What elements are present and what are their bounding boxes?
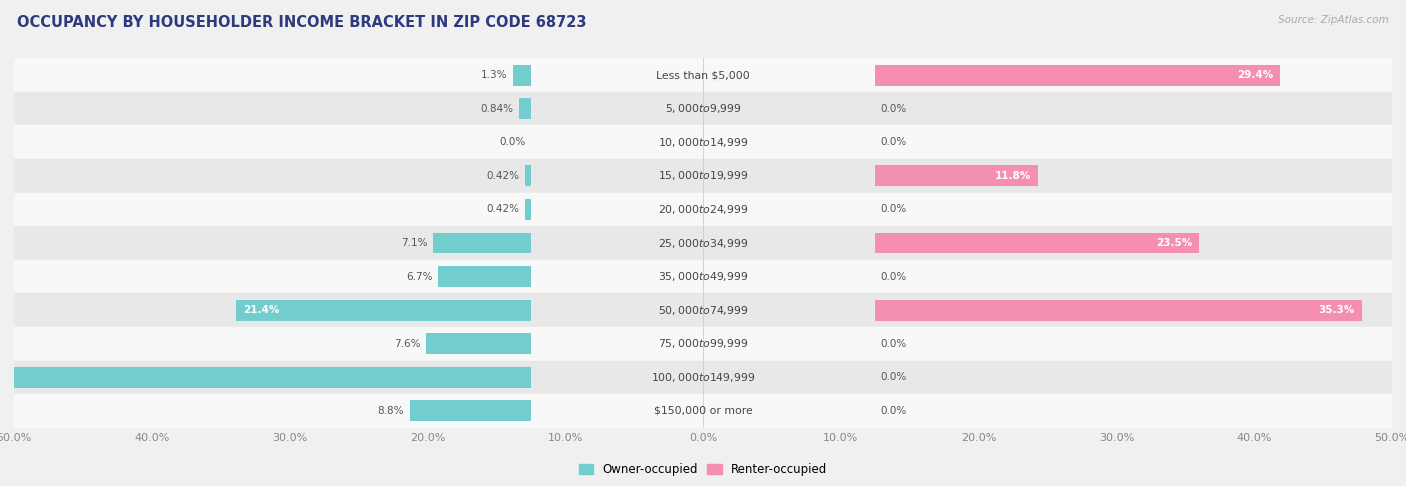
Bar [875,165,1038,186]
Bar [519,98,531,119]
Bar [875,65,1281,86]
Bar [14,92,1392,125]
Text: 0.0%: 0.0% [880,406,907,416]
Bar [0,367,531,388]
Bar [875,233,1199,253]
Text: $25,000 to $34,999: $25,000 to $34,999 [658,237,748,249]
Bar [14,327,1392,361]
Bar [14,58,1392,92]
Text: 0.0%: 0.0% [880,272,907,281]
Bar [14,260,1392,294]
Bar [14,394,1392,428]
Text: 6.7%: 6.7% [406,272,433,281]
Bar [14,192,1392,226]
Bar [14,226,1392,260]
Bar [14,294,1392,327]
Bar [875,300,1361,321]
Legend: Owner-occupied, Renter-occupied: Owner-occupied, Renter-occupied [574,458,832,481]
Text: OCCUPANCY BY HOUSEHOLDER INCOME BRACKET IN ZIP CODE 68723: OCCUPANCY BY HOUSEHOLDER INCOME BRACKET … [17,15,586,30]
Text: 11.8%: 11.8% [994,171,1031,181]
Text: 0.0%: 0.0% [880,104,907,114]
Text: $20,000 to $24,999: $20,000 to $24,999 [658,203,748,216]
Text: $35,000 to $49,999: $35,000 to $49,999 [658,270,748,283]
Text: $15,000 to $19,999: $15,000 to $19,999 [658,169,748,182]
Text: 7.1%: 7.1% [401,238,427,248]
Text: 35.3%: 35.3% [1319,305,1355,315]
Bar [14,361,1392,394]
Text: $75,000 to $99,999: $75,000 to $99,999 [658,337,748,350]
Text: $10,000 to $14,999: $10,000 to $14,999 [658,136,748,149]
Text: 0.0%: 0.0% [880,339,907,349]
Text: 1.3%: 1.3% [481,70,508,80]
Bar [409,400,531,421]
Text: 0.42%: 0.42% [486,205,519,214]
Text: 0.0%: 0.0% [499,137,526,147]
Text: $100,000 to $149,999: $100,000 to $149,999 [651,371,755,384]
Bar [14,159,1392,192]
Text: 0.0%: 0.0% [880,372,907,382]
Bar [439,266,531,287]
Text: 23.5%: 23.5% [1156,238,1192,248]
Text: $50,000 to $74,999: $50,000 to $74,999 [658,304,748,317]
Text: Source: ZipAtlas.com: Source: ZipAtlas.com [1278,15,1389,25]
Text: 0.84%: 0.84% [481,104,513,114]
Text: 21.4%: 21.4% [243,305,280,315]
Bar [524,199,531,220]
Text: 0.42%: 0.42% [486,171,519,181]
Bar [513,65,531,86]
Bar [14,125,1392,159]
Bar [426,333,531,354]
Text: 8.8%: 8.8% [377,406,404,416]
Text: $5,000 to $9,999: $5,000 to $9,999 [665,102,741,115]
Text: 0.0%: 0.0% [880,205,907,214]
Text: 29.4%: 29.4% [1237,70,1274,80]
Text: Less than $5,000: Less than $5,000 [657,70,749,80]
Text: 7.6%: 7.6% [394,339,420,349]
Text: 0.0%: 0.0% [880,137,907,147]
Text: $150,000 or more: $150,000 or more [654,406,752,416]
Bar [236,300,531,321]
Bar [524,165,531,186]
Bar [433,233,531,253]
